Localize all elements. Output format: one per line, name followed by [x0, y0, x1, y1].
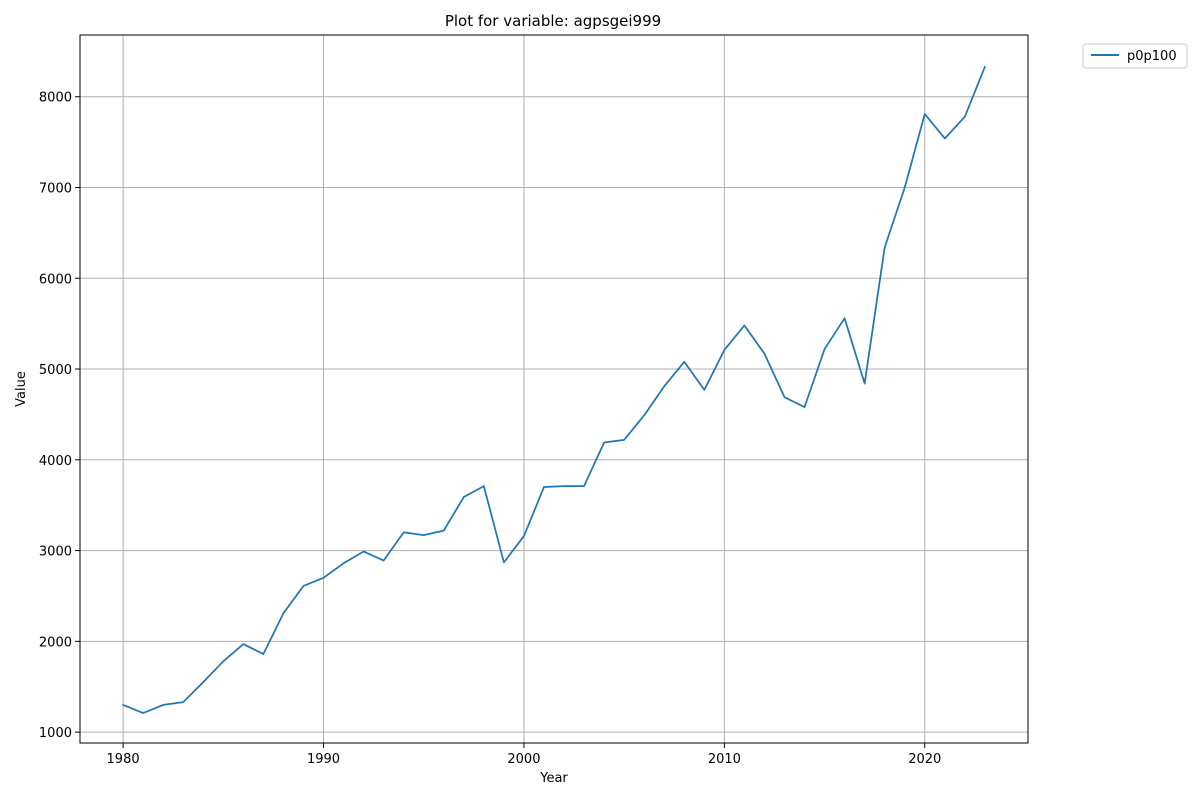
y-tick-label: 1000	[39, 726, 72, 741]
y-tick-label: 6000	[39, 272, 72, 287]
legend-label: p0p100	[1127, 49, 1177, 64]
y-tick-label: 3000	[39, 545, 72, 560]
legend: p0p100	[1082, 43, 1188, 69]
chart-title: Plot for variable: agpsgei999	[445, 12, 661, 30]
ticks: 1980 1990 2000 2010 2020 1000 2000 3000 4000 5000…	[39, 91, 941, 767]
plot-frame	[79, 34, 1029, 744]
series-layer	[122, 65, 986, 714]
x-tick-label: 2000	[507, 752, 540, 767]
grid	[80, 35, 1028, 743]
x-tick-label: 2010	[708, 752, 741, 767]
y-tick-label: 8000	[39, 91, 72, 106]
y-tick-label: 5000	[39, 363, 72, 378]
legend-box	[1082, 43, 1188, 69]
x-axis-title: Year	[539, 771, 568, 786]
series-line-p0p100	[122, 65, 986, 714]
y-axis-title: Value	[14, 371, 29, 407]
x-tick-label: 1980	[107, 752, 140, 767]
x-tick-label: 2020	[908, 752, 941, 767]
y-tick-label: 4000	[39, 454, 72, 469]
y-tick-label: 7000	[39, 181, 72, 196]
y-tick-label: 2000	[39, 635, 72, 650]
x-tick-label: 1990	[307, 752, 340, 767]
